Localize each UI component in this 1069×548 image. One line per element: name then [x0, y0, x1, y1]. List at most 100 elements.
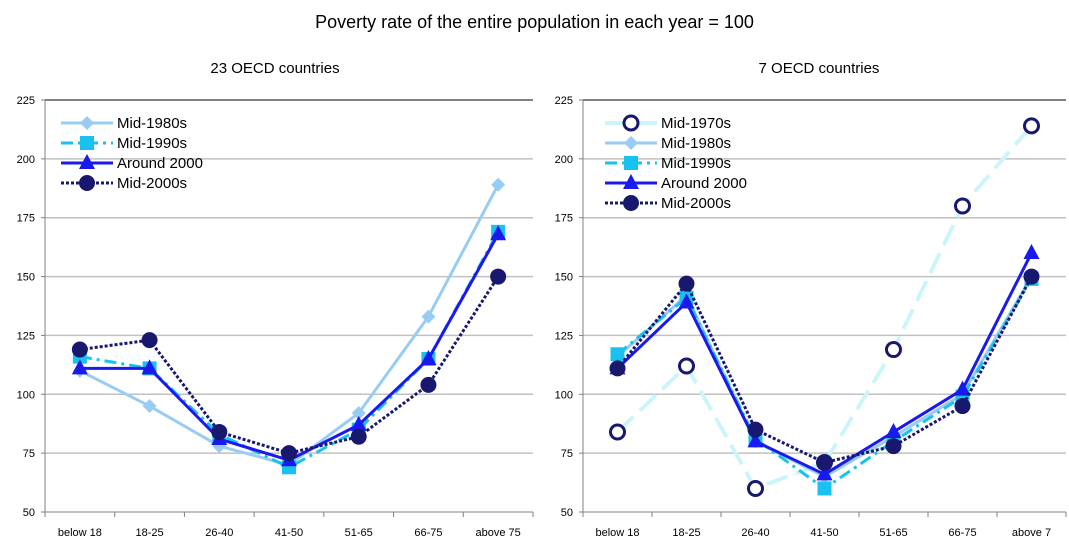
- legend-label: Mid-1980s: [661, 135, 731, 152]
- data-point: [1023, 244, 1040, 260]
- legend-marker: [80, 116, 94, 130]
- x-tick-label: above 75: [476, 527, 521, 539]
- data-point: [817, 481, 832, 496]
- data-point: [609, 423, 626, 441]
- legend-label: Mid-2000s: [661, 195, 731, 212]
- y-tick-label: 200: [555, 154, 573, 166]
- data-point: [420, 349, 437, 365]
- data-point: [211, 423, 228, 440]
- chart-title: 7 OECD countries: [759, 60, 880, 77]
- legend-label: Mid-1970s: [661, 115, 731, 132]
- y-tick-label: 50: [561, 507, 573, 519]
- data-point: [141, 332, 158, 349]
- data-point: [610, 347, 625, 362]
- x-tick-label: above 7: [1012, 527, 1051, 539]
- legend-marker: [624, 156, 638, 170]
- x-tick-label: 66-75: [948, 527, 976, 539]
- y-tick-label: 175: [17, 213, 35, 225]
- series-mid-1990s: [72, 224, 506, 475]
- y-tick-label: 200: [17, 154, 35, 166]
- series-mid-2000s: [71, 268, 507, 462]
- data-point: [609, 360, 626, 377]
- data-point: [678, 275, 695, 292]
- data-point: [141, 359, 158, 375]
- data-point: [281, 445, 297, 462]
- data-point: [954, 398, 971, 415]
- y-tick-label: 75: [23, 448, 35, 460]
- series-around-2000: [609, 244, 1040, 481]
- y-tick-label: 225: [555, 95, 573, 107]
- legend-marker: [79, 175, 95, 191]
- x-tick-label: 18-25: [136, 527, 164, 539]
- y-tick-label: 125: [17, 330, 35, 342]
- chart-title: 23 OECD countries: [210, 60, 339, 77]
- legend-label: Mid-2000s: [117, 175, 187, 192]
- data-point: [351, 406, 366, 421]
- legend: Mid-1970s Mid-1980s Mid-1990s Around 2000 Mi…: [605, 114, 747, 212]
- x-tick-label: 51-65: [345, 527, 373, 539]
- series-mid-1980s: [72, 177, 506, 472]
- data-point: [420, 376, 437, 393]
- x-tick-label: 26-40: [205, 527, 233, 539]
- y-tick-label: 100: [555, 389, 573, 401]
- data-point: [71, 359, 88, 375]
- x-tick-label: 51-65: [879, 527, 907, 539]
- data-point: [490, 225, 507, 241]
- y-tick-label: 225: [17, 95, 35, 107]
- data-point: [491, 177, 506, 192]
- data-point: [490, 268, 507, 285]
- legend-marker: [79, 154, 95, 169]
- legend-marker: [80, 136, 94, 150]
- data-point: [747, 432, 764, 448]
- chart-panel-2: 7 OECD countries 50 75 100 125 150 175 200 225 be…: [555, 60, 1067, 539]
- series-mid-2000s: [609, 268, 1040, 471]
- legend-marker: [623, 174, 639, 189]
- legend-label: Around 2000: [661, 175, 747, 192]
- series-line: [79, 233, 500, 462]
- data-point: [747, 479, 764, 497]
- x-tick-label: below 18: [595, 527, 639, 539]
- y-tick-label: 150: [555, 272, 573, 284]
- x-tick-label: 26-40: [741, 527, 769, 539]
- x-tick-label: below 18: [58, 527, 102, 539]
- y-tick-label: 175: [555, 213, 573, 225]
- data-point: [885, 438, 902, 455]
- x-tick-label: 66-75: [414, 527, 442, 539]
- data-point: [421, 309, 436, 324]
- data-point: [747, 421, 764, 438]
- data-point: [350, 428, 367, 445]
- series-mid-1970s: [609, 117, 1040, 497]
- legend-label: Mid-1980s: [117, 115, 187, 132]
- legend-label: Around 2000: [117, 155, 203, 172]
- data-point: [350, 415, 367, 431]
- data-point: [954, 197, 971, 215]
- x-tick-label: 41-50: [275, 527, 303, 539]
- data-point: [885, 422, 902, 438]
- data-point: [1023, 117, 1040, 135]
- x-tick-label: 18-25: [672, 527, 700, 539]
- series-line: [79, 184, 500, 467]
- chart-panel-1: 23 OECD countries 50 75 100 125 150 175 200 225 b…: [17, 60, 534, 539]
- x-tick-label: 41-50: [810, 527, 838, 539]
- legend-marker: [622, 114, 640, 132]
- legend-marker: [624, 136, 638, 150]
- data-point: [678, 357, 695, 375]
- y-tick-label: 50: [23, 507, 35, 519]
- y-tick-label: 150: [17, 272, 35, 284]
- legend-label: Mid-1990s: [661, 155, 731, 172]
- legend-marker: [623, 195, 639, 211]
- data-point: [816, 465, 833, 481]
- legend-label: Mid-1990s: [117, 135, 187, 152]
- data-point: [1023, 268, 1040, 285]
- y-tick-label: 100: [17, 389, 35, 401]
- y-tick-label: 75: [561, 448, 573, 460]
- legend: Mid-1980s Mid-1990s Around 2000 Mid-2000s: [61, 115, 203, 192]
- data-point: [71, 341, 88, 358]
- data-point: [954, 380, 971, 396]
- data-point: [142, 399, 157, 414]
- y-tick-label: 125: [555, 330, 573, 342]
- series-around-2000: [71, 225, 507, 467]
- data-point: [885, 341, 902, 359]
- figure-title: Poverty rate of the entire population in…: [315, 12, 754, 32]
